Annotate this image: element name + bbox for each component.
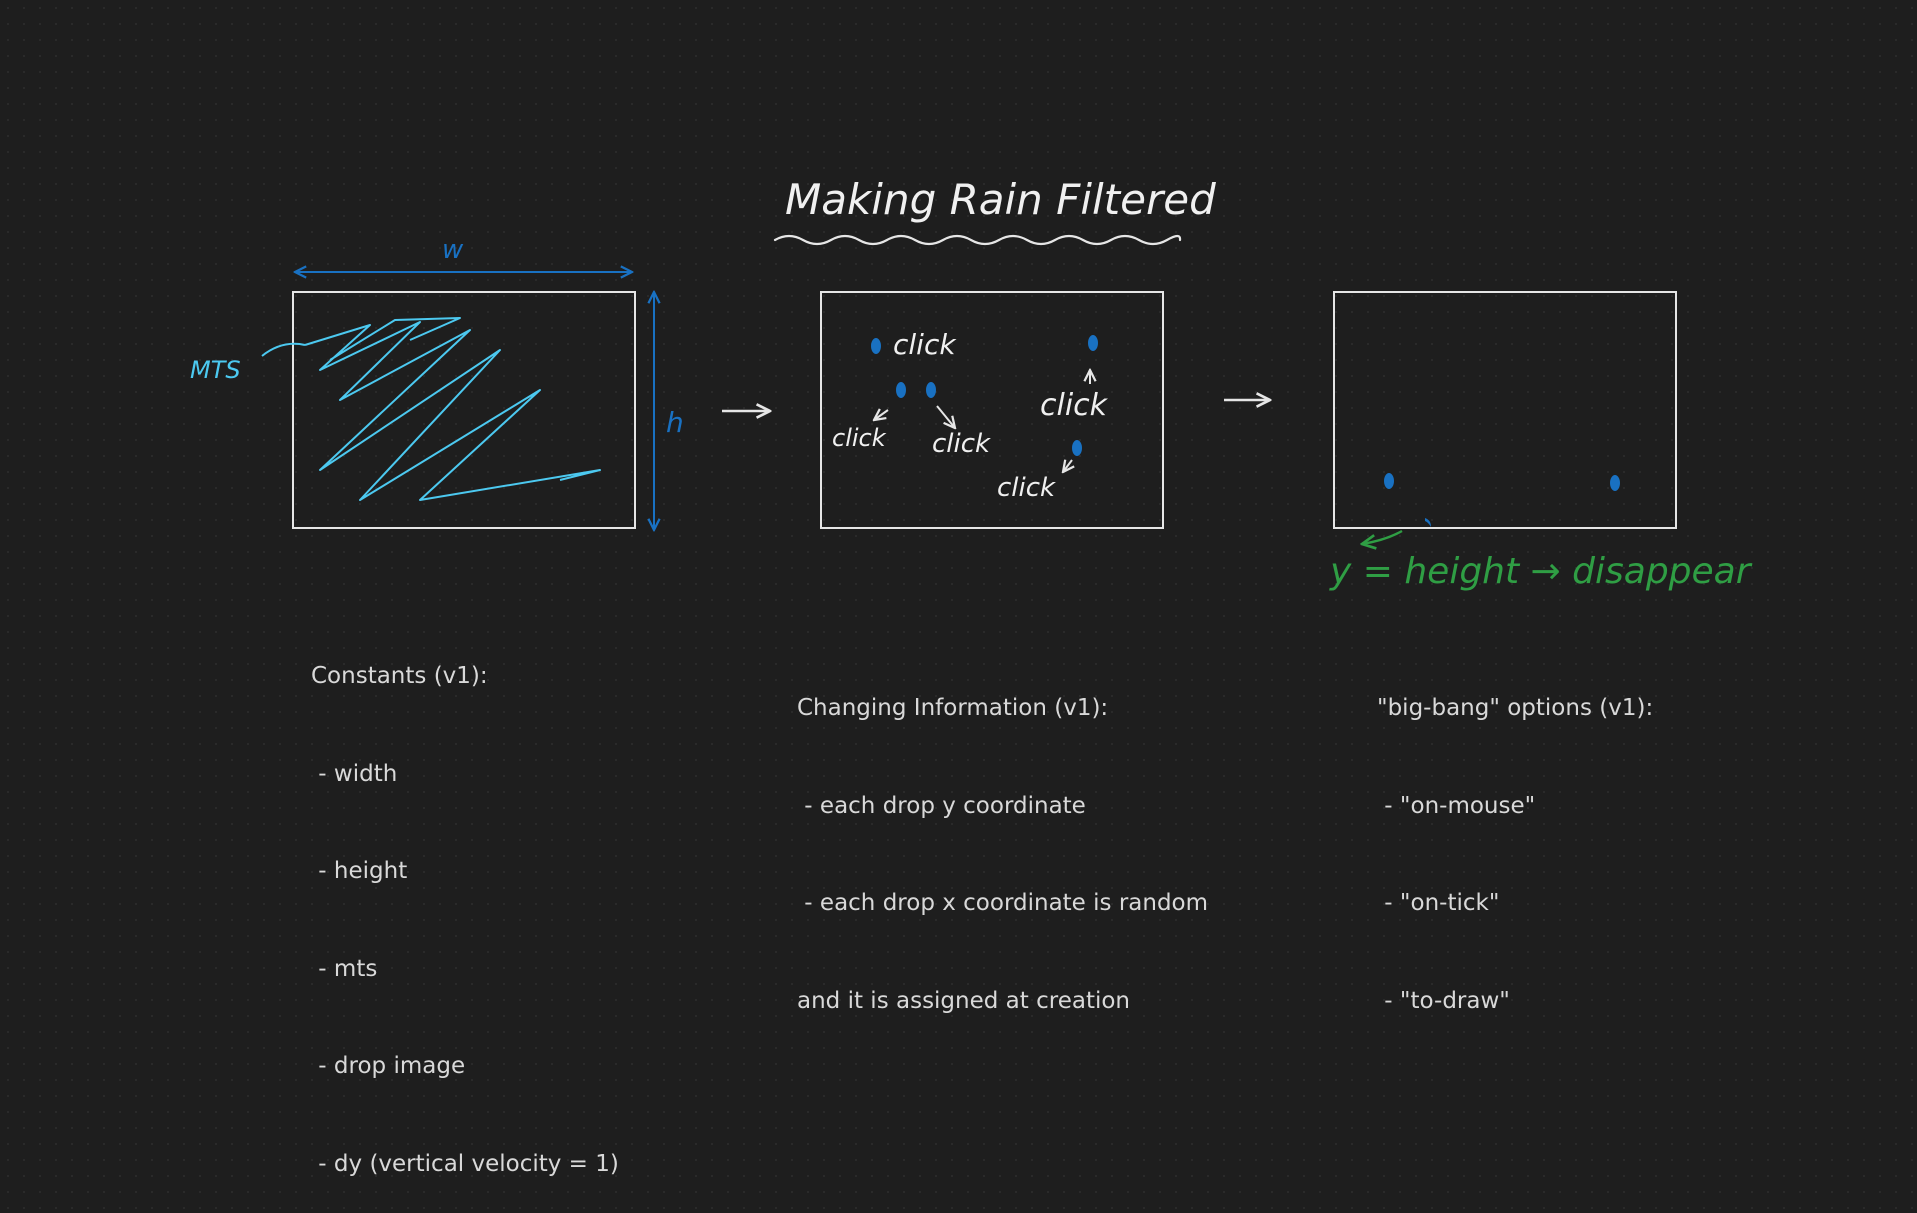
changing-item-x-cont: and it is assigned at creation — [797, 987, 1130, 1014]
constants-item-width: - width — [311, 760, 398, 787]
constants-item-height: - height — [311, 858, 408, 884]
panel-3-frame — [1333, 291, 1677, 529]
diagram-title: Making Rain Filtered — [785, 175, 1216, 224]
constants-item-drop-image: - drop image — [311, 1053, 466, 1079]
raindrop-3 — [926, 382, 936, 398]
click-label-2: click — [832, 424, 887, 452]
mts-scribble — [304, 317, 601, 501]
big-bang-notes: "big-bang" options (v1): - "on-mouse" - … — [1377, 627, 1653, 1050]
big-bang-item-on-mouse: - "on-mouse" — [1377, 792, 1536, 819]
panel-1-frame — [292, 291, 636, 529]
changing-item-x: - each drop x coordinate is random — [797, 890, 1209, 916]
raindrop-1 — [871, 338, 881, 354]
disappear-annotation: y = height → disappear — [1329, 551, 1753, 592]
raindrop-exiting — [1425, 518, 1431, 527]
title-underline-squiggle — [773, 234, 1182, 246]
whiteboard-canvas: Making Rain Filtered w h MTS click click… — [190, 175, 1753, 592]
panel-constants: w h MTS — [190, 235, 684, 530]
changing-item-y: - each drop y coordinate — [797, 792, 1086, 819]
raindrop-5 — [1072, 440, 1082, 456]
raindrop-4 — [1088, 335, 1098, 351]
panel-big-bang: y = height → disappear — [1329, 291, 1753, 592]
panel-2-frame — [820, 291, 1164, 529]
click-arrow-2 — [936, 405, 955, 428]
raindrop-7 — [1610, 475, 1620, 491]
constants-notes: Constants (v1): - width - height - mts -… — [311, 595, 619, 1213]
width-label: w — [442, 235, 464, 265]
constants-heading: Constants (v1): — [311, 663, 488, 689]
raindrop-6 — [1384, 473, 1394, 489]
constants-item-dy: - dy (vertical velocity = 1) — [311, 1150, 619, 1177]
click-label-1: click — [893, 328, 957, 361]
constants-item-mts: - mts — [311, 955, 378, 982]
disappear-pointer — [1362, 529, 1403, 544]
big-bang-item-to-draw: - "to-draw" — [1377, 987, 1510, 1014]
click-arrow-4 — [1063, 459, 1072, 472]
click-label-5: click — [997, 473, 1056, 503]
big-bang-heading: "big-bang" options (v1): — [1377, 695, 1654, 721]
click-label-4: click — [1040, 388, 1109, 423]
big-bang-item-on-tick: - "on-tick" — [1377, 890, 1500, 916]
click-label-3: click — [932, 429, 991, 459]
changing-notes: Changing Information (v1): - each drop y… — [797, 627, 1208, 1050]
raindrop-2 — [896, 382, 906, 398]
mts-label: MTS — [190, 356, 241, 384]
mts-pointer — [261, 342, 306, 357]
changing-heading: Changing Information (v1): — [797, 695, 1109, 721]
click-arrow-1 — [874, 410, 889, 420]
height-label: h — [666, 406, 684, 439]
panel-changing: click click click click click — [820, 291, 1164, 529]
